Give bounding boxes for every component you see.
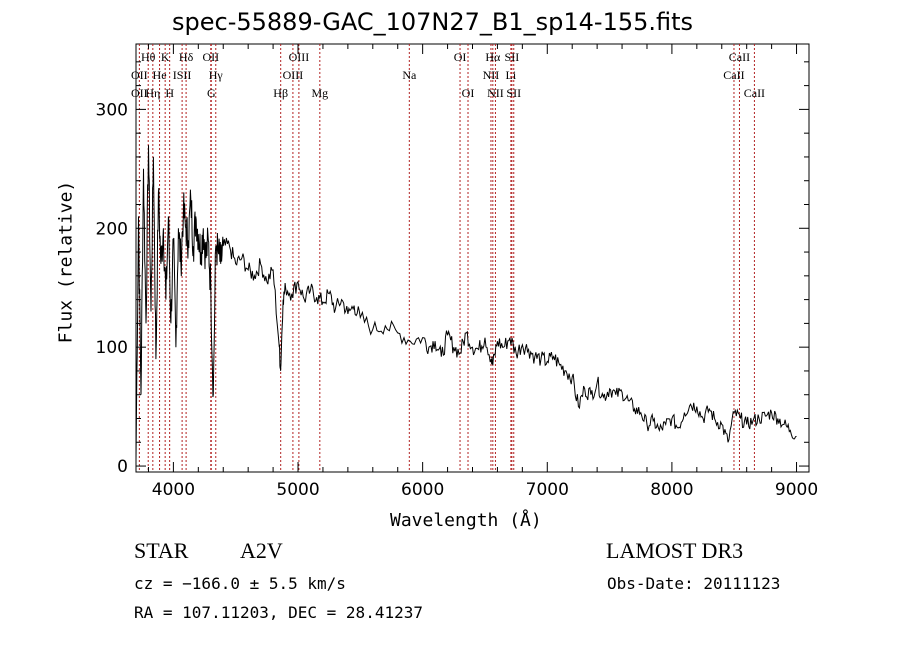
spectral-line-label: Hα [485, 50, 501, 64]
obs-date: Obs-Date: 20111123 [607, 574, 781, 593]
spectral-line-label: OII [131, 86, 148, 100]
spectral-line-label: Li [506, 68, 517, 82]
spectral-line-label: Hβ [273, 86, 288, 100]
spectral-line-label: NII [487, 86, 504, 100]
spectral-line-label: ISII [173, 68, 192, 82]
x-tick-label: 8000 [650, 480, 693, 500]
x-axis-label: Wavelength (Å) [390, 510, 542, 531]
spectral-line-label: OII [131, 68, 148, 82]
spectral-line-label: Hδ [179, 50, 194, 64]
spectral-line-label: CaII [744, 86, 765, 100]
survey-name: LAMOST DR3 [606, 538, 744, 563]
y-tick-label: 0 [117, 457, 128, 477]
spectral-line-label: OI [462, 86, 475, 100]
object-subclass: A2V [240, 538, 283, 563]
spectral-line-label: Na [402, 68, 417, 82]
spectral-line-label: SII [506, 86, 521, 100]
spectral-line-label: G [207, 86, 216, 100]
x-tick-label: 7000 [526, 480, 569, 500]
spectral-line-label: K [161, 50, 170, 64]
spectral-line-label: He [153, 68, 167, 82]
spectral-line-label: CaII [729, 50, 750, 64]
chart-title: spec-55889-GAC_107N27_B1_sp14-155.fits [172, 8, 694, 36]
y-tick-label: 300 [96, 100, 128, 120]
x-tick-label: 4000 [152, 480, 195, 500]
spectral-line-label: Hη [145, 86, 160, 100]
redshift-readout: cz = −166.0 ± 5.5 km/s [134, 574, 346, 593]
ra-dec-readout: RA = 107.11203, DEC = 28.41237 [134, 603, 423, 622]
spectral-line-label: NII [483, 68, 500, 82]
spectral-line-label: OI [454, 50, 467, 64]
spectral-line-label: H [165, 86, 174, 100]
spectral-line-label: Hγ [209, 68, 224, 82]
object-class: STAR [134, 538, 189, 563]
spectrum-series-line [135, 145, 797, 461]
spectral-line-label: OIII [283, 68, 304, 82]
spectral-line-label: Mg [311, 86, 328, 100]
spectral-line-label: SII [505, 50, 520, 64]
spectral-line-label: OIII [289, 50, 310, 64]
x-tick-label: 6000 [401, 480, 444, 500]
spectral-line-label: OII [202, 50, 219, 64]
x-tick-label: 9000 [775, 480, 818, 500]
y-tick-label: 100 [96, 338, 128, 358]
y-tick-label: 200 [96, 219, 128, 239]
x-tick-label: 5000 [276, 480, 319, 500]
spectral-line-label: Hθ [141, 50, 156, 64]
spectral-line-label: CaII [723, 68, 744, 82]
y-axis-label: Flux (relative) [55, 180, 77, 344]
